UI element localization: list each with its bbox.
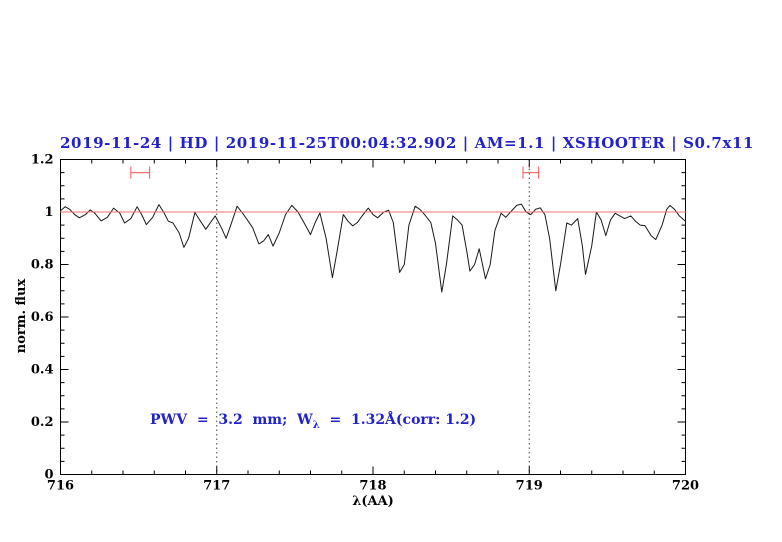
x-tick-label: 718 bbox=[359, 479, 386, 494]
y-tick-label: 1 bbox=[44, 205, 53, 220]
pwv-annotation-subscript: λ bbox=[312, 419, 320, 431]
pwv-annotation: PWV = 3.2 mm; Wλ = 1.32Å(corr: 1.2) bbox=[150, 412, 476, 431]
y-tick-label: 0.4 bbox=[31, 363, 54, 378]
y-tick-label: 1.2 bbox=[31, 153, 54, 168]
y-tick-label: 0.2 bbox=[31, 415, 54, 430]
x-tick-label: 720 bbox=[672, 479, 699, 494]
y-tick-label: 0.8 bbox=[31, 258, 54, 273]
x-tick-label: 719 bbox=[516, 479, 543, 494]
y-tick-label: 0 bbox=[44, 468, 53, 483]
pwv-annotation-suffix: = 1.32Å(corr: 1.2) bbox=[319, 412, 477, 428]
x-tick-label: 716 bbox=[47, 479, 74, 494]
y-tick-label: 0.6 bbox=[31, 310, 54, 325]
x-tick-label: 717 bbox=[203, 479, 230, 494]
x-axis-label: λ(AA) bbox=[352, 494, 394, 509]
plot-title: 2019-11-24 | HD | 2019-11-25T00:04:32.90… bbox=[60, 134, 755, 152]
observed-telluric-spectrum bbox=[60, 203, 686, 293]
pwv-annotation-prefix: PWV = 3.2 mm; W bbox=[150, 412, 313, 428]
